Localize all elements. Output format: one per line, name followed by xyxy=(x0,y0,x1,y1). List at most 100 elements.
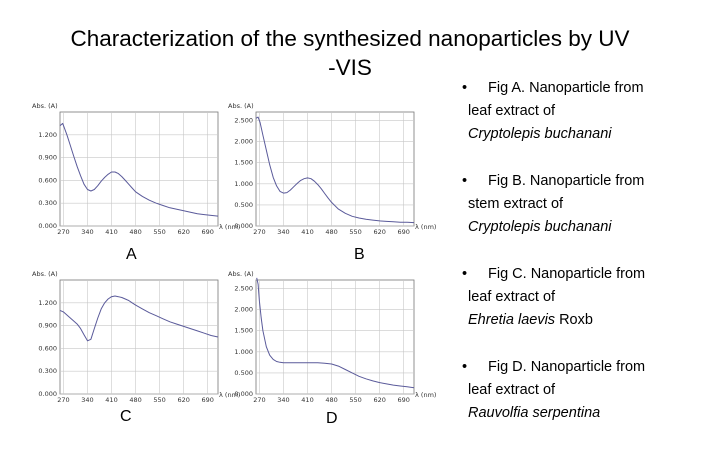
chart-panel-d: 0.000 0.500 1.000 1.500 2.000 2.500 270 340 410 4… xyxy=(226,268,436,404)
x-tick-label: 340 xyxy=(277,228,289,236)
chart-svg: 0.000 0.300 0.600 0.900 1.200 270 340 410 480 550… xyxy=(32,270,240,404)
y-tick-label: 0.000 xyxy=(38,222,57,230)
plot-frame xyxy=(255,111,415,227)
x-tick-label: 480 xyxy=(129,396,141,404)
y-tick-label: 0.000 xyxy=(234,222,253,230)
y-tick-label: 2.000 xyxy=(234,306,253,314)
legend-authority: Roxb xyxy=(555,312,593,328)
panel-label-a: A xyxy=(126,246,137,263)
panel-label-c: C xyxy=(120,408,132,425)
legend-item-b: • Fig B. Nanoparticle from stem extract o… xyxy=(462,170,712,239)
panel-label-b: B xyxy=(354,246,365,263)
chart-panel-a: 0.000 0.300 0.600 0.900 1.200 270 340 410 480 550… xyxy=(30,100,240,236)
legend-species: Cryptolepis buchanani xyxy=(468,126,612,142)
plot-frame xyxy=(59,279,219,395)
chart-svg: 0.000 0.500 1.000 1.500 2.000 2.500 270 340 410 4… xyxy=(228,102,436,236)
chart-panel-b: 0.000 0.500 1.000 1.500 2.000 2.500 270 340 410 4… xyxy=(226,100,436,236)
y-tick-label: 0.500 xyxy=(234,369,253,377)
page-title: Characterization of the synthesized nano… xyxy=(0,24,700,82)
y-tick-label: 1.500 xyxy=(234,327,253,335)
y-tick-label: 0.500 xyxy=(234,201,253,209)
series-line xyxy=(256,277,415,389)
x-tick-label: 620 xyxy=(373,396,385,404)
bullet-icon: • xyxy=(462,359,468,375)
bullet-icon: • xyxy=(462,80,468,96)
x-tick-label: 480 xyxy=(325,228,337,236)
y-tick-label: 1.000 xyxy=(234,348,253,356)
y-tick-label: 1.200 xyxy=(38,299,57,307)
plot-frame xyxy=(59,111,219,227)
title-line-2: -VIS xyxy=(328,55,372,80)
series-line xyxy=(59,122,219,217)
x-tick-label: 410 xyxy=(105,228,117,236)
legend-line-2: leaf extract of xyxy=(468,103,556,119)
x-tick-label: 480 xyxy=(129,228,141,236)
x-tick-label: 550 xyxy=(349,228,361,236)
legend-line-2: leaf extract of xyxy=(468,382,556,398)
x-axis-label: λ (nm) xyxy=(415,391,436,399)
y-axis-label: Abs. (A) xyxy=(32,102,58,110)
legend-line-1: Fig B. Nanoparticle from xyxy=(488,173,645,189)
legend-line-1: Fig D. Nanoparticle from xyxy=(488,359,646,375)
x-tick-label: 410 xyxy=(301,396,313,404)
x-tick-label: 270 xyxy=(57,228,69,236)
x-tick-label: 690 xyxy=(397,228,409,236)
y-tick-label: 2.500 xyxy=(234,116,253,124)
legend-line-1: Fig C. Nanoparticle from xyxy=(488,266,646,282)
y-tick-label: 1.000 xyxy=(234,180,253,188)
y-tick-label: 0.300 xyxy=(38,367,57,375)
y-tick-label: 0.600 xyxy=(38,176,57,184)
legend-line-2: leaf extract of xyxy=(468,289,556,305)
x-tick-label: 340 xyxy=(81,396,93,404)
x-tick-label: 620 xyxy=(373,228,385,236)
x-axis-label: λ (nm) xyxy=(219,391,240,399)
y-tick-label: 0.600 xyxy=(38,344,57,352)
x-tick-label: 410 xyxy=(301,228,313,236)
y-tick-label: 0.000 xyxy=(234,390,253,398)
x-tick-label: 690 xyxy=(201,396,213,404)
x-tick-label: 690 xyxy=(397,396,409,404)
y-tick-label: 1.500 xyxy=(234,159,253,167)
y-tick-label: 0.000 xyxy=(38,390,57,398)
chart-svg: 0.000 0.500 1.000 1.500 2.000 2.500 270 340 410 4… xyxy=(228,270,436,404)
legend-line-2: stem extract of xyxy=(468,196,564,212)
legend-species: Rauvolfia serpentina xyxy=(468,405,601,421)
x-axis-label: λ (nm) xyxy=(219,223,240,231)
x-tick-label: 550 xyxy=(153,396,165,404)
legend-species: Cryptolepis buchanani xyxy=(468,219,612,235)
x-tick-label: 270 xyxy=(57,396,69,404)
x-tick-label: 550 xyxy=(349,396,361,404)
x-tick-label: 340 xyxy=(81,228,93,236)
x-tick-label: 550 xyxy=(153,228,165,236)
x-tick-label: 340 xyxy=(277,396,289,404)
y-tick-label: 2.000 xyxy=(234,138,253,146)
x-tick-label: 410 xyxy=(105,396,117,404)
y-axis-label: Abs. (A) xyxy=(228,270,254,278)
y-tick-label: 2.500 xyxy=(234,284,253,292)
y-tick-label: 1.200 xyxy=(38,131,57,139)
bullet-icon: • xyxy=(462,173,468,189)
plot-frame xyxy=(255,279,415,395)
x-tick-label: 620 xyxy=(177,396,189,404)
legend-item-d: • Fig D. Nanoparticle from leaf extract o… xyxy=(462,356,712,425)
x-axis-label: λ (nm) xyxy=(415,223,436,231)
bullet-icon: • xyxy=(462,266,468,282)
y-tick-label: 0.300 xyxy=(38,199,57,207)
x-tick-label: 690 xyxy=(201,228,213,236)
series-line xyxy=(59,295,219,342)
legend-species: Ehretia laevis xyxy=(468,312,556,328)
x-tick-label: 620 xyxy=(177,228,189,236)
y-tick-label: 0.900 xyxy=(38,154,57,162)
legend-item-c: • Fig C. Nanoparticle from leaf extract o… xyxy=(462,263,712,332)
chart-panel-c: 0.000 0.300 0.600 0.900 1.200 270 340 410 480 550… xyxy=(30,268,240,404)
panel-label-d: D xyxy=(326,410,338,427)
chart-svg: 0.000 0.300 0.600 0.900 1.200 270 340 410 480 550… xyxy=(32,102,240,236)
y-tick-label: 0.900 xyxy=(38,322,57,330)
legend-line-1: Fig A. Nanoparticle from xyxy=(488,80,644,96)
y-axis-label: Abs. (A) xyxy=(228,102,254,110)
x-tick-label: 270 xyxy=(253,228,265,236)
x-tick-label: 480 xyxy=(325,396,337,404)
series-line xyxy=(255,116,415,224)
title-line-1: Characterization of the synthesized nano… xyxy=(70,26,630,51)
x-tick-label: 270 xyxy=(253,396,265,404)
